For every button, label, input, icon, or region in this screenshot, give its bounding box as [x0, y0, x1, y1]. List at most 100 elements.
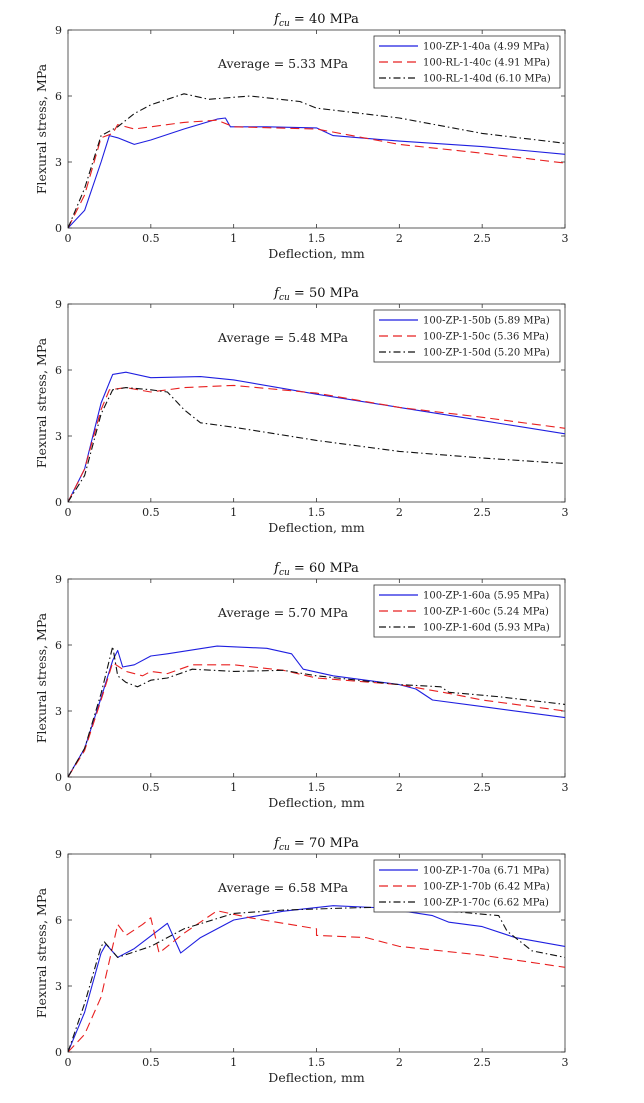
- x-tick-label: 3: [562, 1056, 569, 1069]
- x-tick-label: 2.5: [473, 781, 491, 794]
- x-tick-label: 0.5: [142, 506, 160, 519]
- average-annotation: Average = 5.48 MPa: [217, 330, 349, 345]
- legend: 100-ZP-1-60a (5.95 MPa) 100-ZP-1-60c (5.2…: [373, 584, 561, 638]
- y-tick-label: 6: [55, 90, 62, 103]
- x-axis-label: Deflection, mm: [268, 520, 365, 535]
- y-tick-label: 0: [55, 1046, 62, 1059]
- legend-label: 100-ZP-1-70c (6.62 MPa): [423, 898, 549, 909]
- x-tick-label: 2: [396, 781, 403, 794]
- x-tick-label: 2.5: [473, 506, 491, 519]
- legend-box: [373, 35, 561, 89]
- title-symbol: f: [273, 561, 281, 576]
- subplot-3: fcu = 60 MPa 0 0.5 1 1.5 2 2.5 3 0 3 6 9 Deflection,…: [34, 561, 569, 810]
- legend-box: [373, 584, 561, 638]
- y-tick-label: 6: [55, 914, 62, 927]
- x-tick-label: 1: [230, 232, 237, 245]
- title-subscript: cu: [279, 843, 290, 853]
- y-tick-label: 9: [55, 573, 62, 586]
- title-subscript: cu: [279, 19, 290, 29]
- series-line-2: [68, 910, 565, 1052]
- x-tick-label: 1: [230, 1056, 237, 1069]
- x-tick-label: 2: [396, 506, 403, 519]
- y-axis-label: Flexural stress, MPa: [34, 887, 49, 1018]
- legend-label: 100-ZP-1-70a (6.71 MPa): [423, 866, 549, 877]
- x-axis-label: Deflection, mm: [268, 246, 365, 261]
- legend: 100-ZP-1-50b (5.89 MPa) 100-ZP-1-50c (5.3…: [373, 309, 561, 363]
- x-tick-label: 1.5: [308, 781, 326, 794]
- series-line-3: [68, 906, 565, 1052]
- chart-title: fcu = 70 MPa: [273, 836, 359, 853]
- title-symbol: f: [273, 836, 281, 851]
- legend-box: [373, 309, 561, 363]
- title-text: = 50 MPa: [290, 286, 359, 301]
- x-tick-label: 2: [396, 1056, 403, 1069]
- series-line-2: [68, 384, 565, 502]
- x-tick-label: 0.5: [142, 1056, 160, 1069]
- title-subscript: cu: [279, 568, 290, 578]
- subplot-4: fcu = 70 MPa 0 0.5 1 1.5 2 2.5 3 0 3 6 9 Deflection,…: [34, 836, 569, 1085]
- legend-box: [373, 859, 561, 913]
- series-line-1: [68, 905, 565, 1052]
- y-tick-label: 0: [55, 496, 62, 509]
- title-symbol: f: [273, 286, 281, 301]
- title-subscript: cu: [279, 293, 290, 303]
- x-tick-label: 1.5: [308, 506, 326, 519]
- legend-label: 100-ZP-1-60d (5.93 MPa): [423, 623, 550, 634]
- series-line-2: [68, 662, 565, 777]
- x-tick-label: 0: [65, 232, 72, 245]
- subplot-1: fcu = 40 MPa 0 0.5 1 1.5 2 2.5 3 0 3 6 9 Deflection,…: [34, 12, 569, 261]
- x-axis-label: Deflection, mm: [268, 795, 365, 810]
- y-tick-label: 3: [55, 705, 62, 718]
- x-tick-label: 3: [562, 506, 569, 519]
- series-line-1: [68, 117, 565, 228]
- series-line-2: [68, 119, 565, 228]
- x-tick-label: 1.5: [308, 232, 326, 245]
- x-tick-label: 3: [562, 232, 569, 245]
- y-tick-label: 3: [55, 430, 62, 443]
- x-tick-label: 1.5: [308, 1056, 326, 1069]
- legend: 100-ZP-1-40a (4.99 MPa) 100-RL-1-40c (4.9…: [373, 35, 561, 89]
- y-tick-label: 0: [55, 222, 62, 235]
- y-axis-label: Flexural stress, MPa: [34, 337, 49, 468]
- chart-title: fcu = 60 MPa: [273, 561, 359, 578]
- y-tick-label: 3: [55, 980, 62, 993]
- series-line-3: [68, 93, 565, 228]
- subplot-2: fcu = 50 MPa 0 0.5 1 1.5 2 2.5 3 0 3 6 9 Deflection,…: [34, 286, 569, 535]
- average-annotation: Average = 5.70 MPa: [217, 605, 349, 620]
- y-tick-label: 3: [55, 156, 62, 169]
- y-tick-label: 6: [55, 364, 62, 377]
- chart-title: fcu = 50 MPa: [273, 286, 359, 303]
- average-annotation: Average = 6.58 MPa: [217, 880, 349, 895]
- series-line-3: [68, 645, 565, 777]
- legend-label: 100-ZP-1-40a (4.99 MPa): [423, 42, 549, 53]
- y-tick-label: 9: [55, 848, 62, 861]
- title-text: = 40 MPa: [290, 12, 359, 27]
- x-tick-label: 0: [65, 781, 72, 794]
- title-symbol: f: [273, 12, 281, 27]
- y-tick-label: 9: [55, 298, 62, 311]
- series-line-1: [68, 645, 565, 777]
- x-tick-label: 2.5: [473, 232, 491, 245]
- x-tick-label: 0.5: [142, 781, 160, 794]
- y-tick-label: 6: [55, 639, 62, 652]
- x-tick-label: 1: [230, 506, 237, 519]
- legend-label: 100-ZP-1-50c (5.36 MPa): [423, 332, 549, 343]
- x-tick-label: 0.5: [142, 232, 160, 245]
- x-tick-label: 2.5: [473, 1056, 491, 1069]
- legend: 100-ZP-1-70a (6.71 MPa) 100-ZP-1-70b (6.4…: [373, 859, 561, 913]
- x-tick-label: 0: [65, 506, 72, 519]
- y-tick-label: 9: [55, 24, 62, 37]
- y-tick-label: 0: [55, 771, 62, 784]
- legend-label: 100-ZP-1-60c (5.24 MPa): [423, 607, 549, 618]
- legend-label: 100-ZP-1-50b (5.89 MPa): [423, 316, 550, 327]
- y-axis-label: Flexural stress, MPa: [34, 63, 49, 194]
- x-tick-label: 2: [396, 232, 403, 245]
- x-tick-label: 0: [65, 1056, 72, 1069]
- series-line-3: [68, 387, 565, 502]
- x-axis-label: Deflection, mm: [268, 1070, 365, 1085]
- x-tick-label: 3: [562, 781, 569, 794]
- title-text: = 60 MPa: [290, 561, 359, 576]
- legend-label: 100-ZP-1-70b (6.42 MPa): [423, 882, 550, 893]
- legend-label: 100-ZP-1-50d (5.20 MPa): [423, 348, 550, 359]
